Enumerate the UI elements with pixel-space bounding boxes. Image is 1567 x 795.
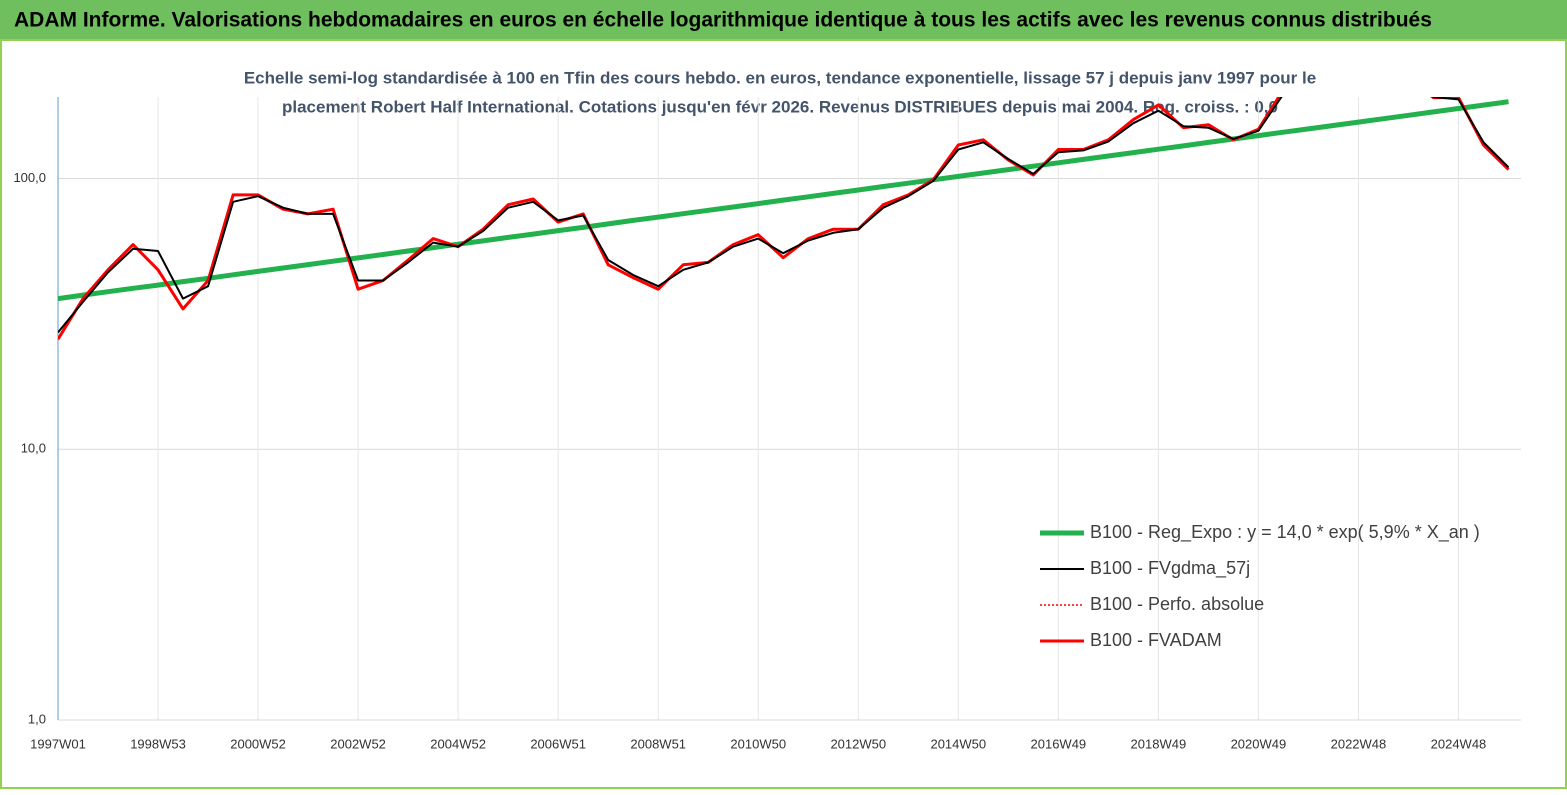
- series-line: [58, 99, 1509, 302]
- legend-label: B100 - Perfo. absolue: [1090, 594, 1264, 614]
- legend-label: B100 - FVADAM: [1090, 630, 1222, 650]
- x-tick-label: 2002W52: [330, 736, 386, 751]
- x-tick-label: 2000W52: [230, 736, 286, 751]
- chart-frame: [0, 39, 1567, 789]
- chart-subtitle: Echelle semi-log standardisée à 100 en T…: [244, 68, 1316, 87]
- y-tick-label: 100,0: [13, 170, 46, 185]
- plot-area: [58, 97, 1510, 340]
- x-tick-label: 2004W52: [430, 736, 486, 751]
- x-tick-label: 2020W49: [1231, 736, 1287, 751]
- x-tick-label: 2006W51: [530, 736, 586, 751]
- x-tick-label: 2024W48: [1431, 736, 1487, 751]
- x-tick-label: 2018W49: [1131, 736, 1187, 751]
- x-tick-label: 2008W51: [630, 736, 686, 751]
- x-tick-label: 2022W48: [1331, 736, 1387, 751]
- x-tick-label: 1998W53: [130, 736, 186, 751]
- title-banner: [0, 0, 1567, 40]
- y-tick-label: 1,0: [28, 711, 46, 726]
- legend-label: B100 - FVgdma_57j: [1090, 558, 1250, 579]
- x-tick-label: 1997W01: [30, 736, 86, 751]
- x-tick-label: 2012W50: [830, 736, 886, 751]
- legend-label: B100 - Reg_Expo : y = 14,0 * exp( 5,9% *…: [1090, 522, 1480, 543]
- chart-title: ADAM Informe. Valorisations hebdomadaire…: [14, 9, 1432, 32]
- y-tick-label: 10,0: [21, 441, 46, 456]
- x-tick-label: 2010W50: [730, 736, 786, 751]
- x-tick-label: 2016W49: [1031, 736, 1087, 751]
- series-line: [58, 97, 1510, 334]
- x-tick-label: 2014W50: [930, 736, 986, 751]
- chart-subtitle: placement Robert Half International. Cot…: [282, 97, 1278, 116]
